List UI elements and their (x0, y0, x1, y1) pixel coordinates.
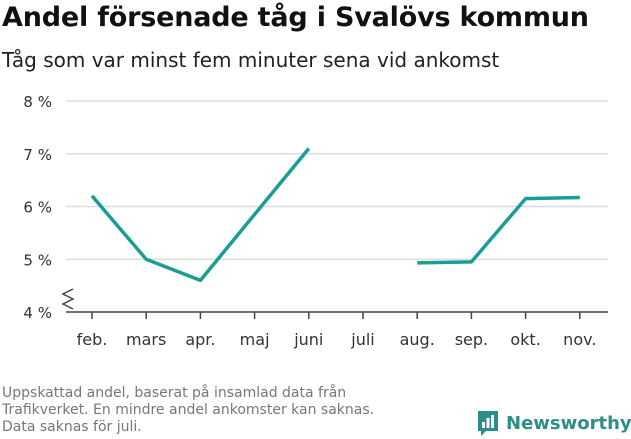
x-tick-label: juli (350, 330, 374, 349)
y-tick-label: 7 % (23, 146, 52, 164)
axis-break-icon (61, 288, 75, 310)
y-tick-label: 6 % (23, 199, 52, 217)
newsworthy-logo-icon (478, 411, 498, 436)
chart-title: Andel försenade tåg i Svalövs kommun (2, 2, 589, 33)
brand-logo: Newsworthy (476, 408, 631, 438)
x-tick-label: mars (126, 330, 166, 349)
x-tick-label: maj (240, 330, 270, 349)
y-tick-label: 5 % (23, 251, 52, 269)
x-tick-label: okt. (510, 330, 540, 349)
brand-name: Newsworthy (506, 412, 631, 434)
chart-subtitle: Tåg som var minst fem minuter sena vid a… (2, 48, 500, 72)
x-tick-label: apr. (185, 330, 215, 349)
footnote-line-2: Trafikverket. En mindre andel ankomster … (2, 402, 375, 418)
chart-footnote: Uppskattad andel, baserat på insamlad da… (2, 385, 442, 436)
line-chart: 4 % 5 % 6 % 7 % 8 % feb. mars apr. maj juni juli au… (23, 93, 608, 349)
x-tick-label: sep. (455, 330, 488, 349)
series-line (90, 147, 311, 283)
y-tick-label: 4 % (23, 304, 52, 322)
footnote-line-3: Data saknas för juli. (2, 419, 142, 435)
series-line (417, 195, 580, 265)
x-tick-label: juni (293, 330, 323, 349)
x-tick-label: feb. (77, 330, 108, 349)
footnote-line-1: Uppskattad andel, baserat på insamlad da… (2, 385, 347, 401)
x-tick-label: nov. (563, 330, 596, 349)
x-tick-label: aug. (400, 330, 435, 349)
y-tick-label: 8 % (23, 93, 52, 111)
